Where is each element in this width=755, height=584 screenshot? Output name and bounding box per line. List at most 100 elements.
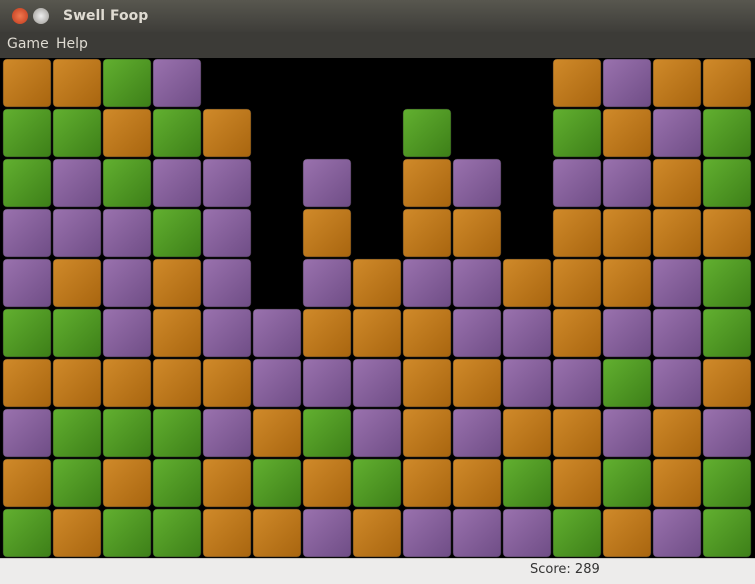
tile[interactable] <box>102 458 152 508</box>
minimize-button[interactable] <box>33 8 49 24</box>
tile[interactable] <box>202 208 252 258</box>
tile[interactable] <box>102 108 152 158</box>
tile[interactable] <box>52 458 102 508</box>
tile[interactable] <box>2 108 52 158</box>
tile[interactable] <box>2 458 52 508</box>
tile[interactable] <box>352 308 402 358</box>
tile[interactable] <box>352 458 402 508</box>
tile[interactable] <box>452 408 502 458</box>
tile[interactable] <box>652 458 702 508</box>
tile[interactable] <box>102 208 152 258</box>
tile[interactable] <box>302 258 352 308</box>
tile[interactable] <box>252 308 302 358</box>
tile[interactable] <box>152 158 202 208</box>
tile[interactable] <box>452 358 502 408</box>
tile[interactable] <box>252 458 302 508</box>
tile[interactable] <box>152 508 202 558</box>
tile[interactable] <box>52 258 102 308</box>
tile[interactable] <box>252 358 302 408</box>
tile[interactable] <box>602 408 652 458</box>
tile[interactable] <box>702 408 752 458</box>
tile[interactable] <box>552 208 602 258</box>
tile[interactable] <box>502 358 552 408</box>
tile[interactable] <box>202 258 252 308</box>
tile[interactable] <box>302 408 352 458</box>
tile[interactable] <box>352 258 402 308</box>
tile[interactable] <box>602 458 652 508</box>
tile[interactable] <box>652 508 702 558</box>
tile[interactable] <box>702 458 752 508</box>
tile[interactable] <box>202 458 252 508</box>
tile[interactable] <box>102 508 152 558</box>
tile[interactable] <box>652 308 702 358</box>
tile[interactable] <box>702 208 752 258</box>
tile[interactable] <box>202 358 252 408</box>
tile[interactable] <box>652 408 702 458</box>
tile[interactable] <box>152 408 202 458</box>
tile[interactable] <box>552 108 602 158</box>
tile[interactable] <box>552 258 602 308</box>
tile[interactable] <box>552 58 602 108</box>
tile[interactable] <box>152 108 202 158</box>
tile[interactable] <box>602 508 652 558</box>
tile[interactable] <box>2 408 52 458</box>
tile[interactable] <box>202 508 252 558</box>
tile[interactable] <box>52 308 102 358</box>
tile[interactable] <box>702 508 752 558</box>
tile[interactable] <box>302 508 352 558</box>
tile[interactable] <box>52 508 102 558</box>
tile[interactable] <box>2 58 52 108</box>
tile[interactable] <box>502 408 552 458</box>
tile[interactable] <box>2 158 52 208</box>
tile[interactable] <box>52 358 102 408</box>
tile[interactable] <box>302 208 352 258</box>
tile[interactable] <box>652 108 702 158</box>
tile[interactable] <box>552 508 602 558</box>
tile[interactable] <box>52 158 102 208</box>
tile[interactable] <box>402 258 452 308</box>
menu-item[interactable]: Help <box>56 36 88 52</box>
tile[interactable] <box>452 308 502 358</box>
tile[interactable] <box>552 458 602 508</box>
tile[interactable] <box>702 58 752 108</box>
tile[interactable] <box>2 358 52 408</box>
tile[interactable] <box>102 358 152 408</box>
tile[interactable] <box>202 158 252 208</box>
tile[interactable] <box>652 208 702 258</box>
tile[interactable] <box>152 58 202 108</box>
tile[interactable] <box>452 158 502 208</box>
tile[interactable] <box>402 358 452 408</box>
tile[interactable] <box>402 208 452 258</box>
tile[interactable] <box>552 158 602 208</box>
tile[interactable] <box>352 358 402 408</box>
tile[interactable] <box>52 58 102 108</box>
tile[interactable] <box>602 358 652 408</box>
tile[interactable] <box>402 108 452 158</box>
tile[interactable] <box>602 58 652 108</box>
tile[interactable] <box>202 408 252 458</box>
tile[interactable] <box>302 158 352 208</box>
tile[interactable] <box>252 408 302 458</box>
tile[interactable] <box>402 458 452 508</box>
tile[interactable] <box>702 358 752 408</box>
tile[interactable] <box>402 508 452 558</box>
tile[interactable] <box>452 508 502 558</box>
tile[interactable] <box>502 258 552 308</box>
tile[interactable] <box>52 408 102 458</box>
tile[interactable] <box>102 158 152 208</box>
tile[interactable] <box>302 308 352 358</box>
tile[interactable] <box>552 358 602 408</box>
tile[interactable] <box>2 508 52 558</box>
tile[interactable] <box>652 258 702 308</box>
tile[interactable] <box>402 158 452 208</box>
tile[interactable] <box>652 58 702 108</box>
tile[interactable] <box>702 258 752 308</box>
tile[interactable] <box>502 308 552 358</box>
tile[interactable] <box>52 108 102 158</box>
tile[interactable] <box>602 208 652 258</box>
tile[interactable] <box>152 358 202 408</box>
tile[interactable] <box>2 208 52 258</box>
tile[interactable] <box>102 58 152 108</box>
tile[interactable] <box>452 258 502 308</box>
tile[interactable] <box>302 458 352 508</box>
